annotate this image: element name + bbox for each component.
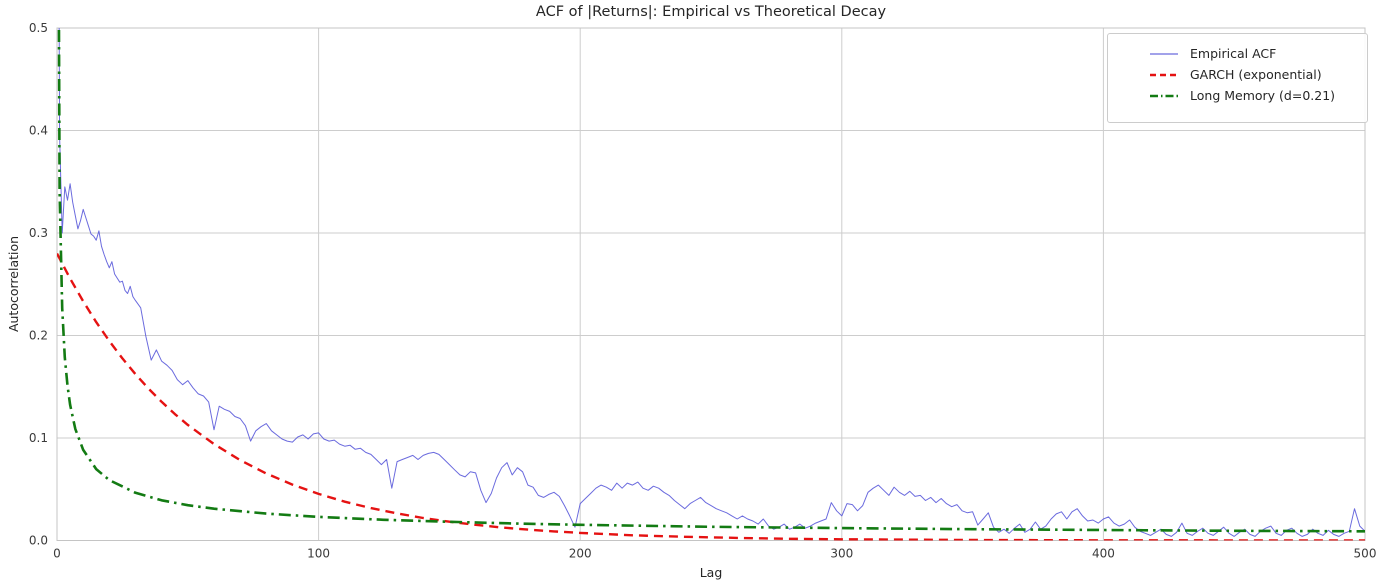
y-tick-label-0.1: 0.1	[29, 431, 48, 445]
legend-line-garch-icon	[1150, 73, 1178, 76]
legend-line-empirical-acf-icon	[1150, 52, 1178, 55]
chart-title: ACF of |Returns|: Empirical vs Theoretic…	[535, 4, 887, 20]
y-tick-label-0.3: 0.3	[29, 226, 48, 240]
series-line-1-garch-exponential-	[57, 252, 1365, 541]
legend-label-garch: GARCH (exponential)	[1190, 67, 1322, 82]
x-tick-label-200: 200	[569, 547, 592, 561]
legend-box: Empirical ACF GARCH (exponential) Long M…	[1107, 33, 1368, 123]
x-tick-label-100: 100	[307, 547, 330, 561]
series-line-2-long-memory-d-0-21-	[57, 28, 1365, 533]
y-tick-label-0.0: 0.0	[29, 534, 48, 548]
x-axis-label: Lag	[699, 565, 723, 580]
y-tick-label-0.2: 0.2	[29, 329, 48, 343]
x-tick-label-400: 400	[1092, 547, 1115, 561]
x-tick-label-300: 300	[830, 547, 853, 561]
y-tick-label-0.5: 0.5	[29, 21, 48, 35]
legend-line-long-memory-icon	[1150, 94, 1178, 97]
x-tick-label-0: 0	[53, 547, 61, 561]
legend-item-garch: GARCH (exponential)	[1148, 64, 1359, 85]
x-tick-label-500: 500	[1354, 547, 1377, 561]
legend-item-empirical-acf: Empirical ACF	[1148, 43, 1359, 64]
axes-frame	[56, 27, 1366, 541]
series-line-0-empirical-acf	[58, 28, 1365, 537]
legend-label-empirical-acf: Empirical ACF	[1190, 46, 1277, 61]
legend-item-long-memory: Long Memory (d=0.21)	[1148, 85, 1359, 106]
y-tick-label-0.4: 0.4	[29, 124, 48, 138]
legend-label-long-memory: Long Memory (d=0.21)	[1190, 88, 1336, 103]
